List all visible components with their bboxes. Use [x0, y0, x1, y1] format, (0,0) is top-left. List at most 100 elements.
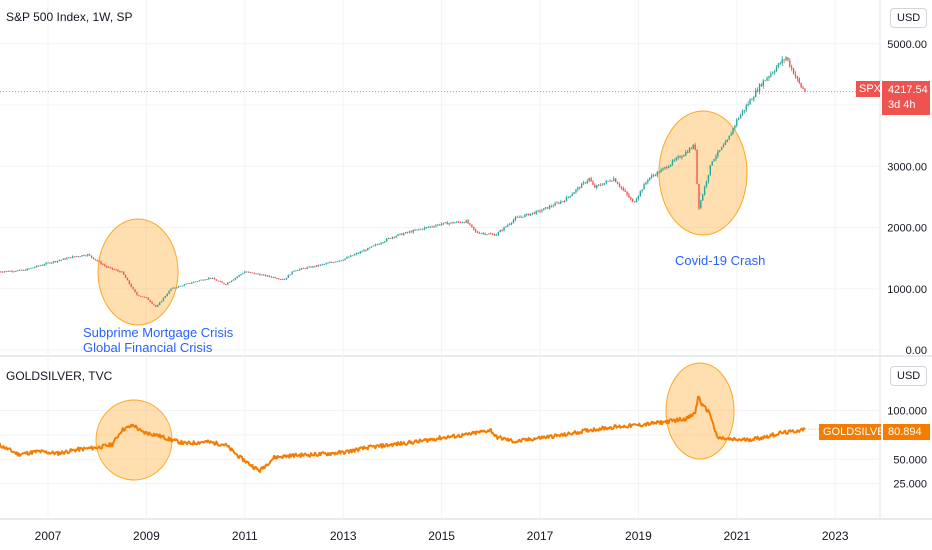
spx-candle-body — [474, 229, 477, 232]
spx-candle-body — [694, 144, 696, 150]
spx-candle-body — [346, 257, 348, 259]
spx-candle-body — [463, 222, 466, 224]
highlight-circle-gs-2020 — [665, 362, 735, 460]
spx-candle-body — [245, 271, 248, 273]
spx-candle-body — [94, 259, 97, 260]
spx-candle-body — [535, 210, 537, 214]
spx-symbol: SPX — [859, 83, 882, 95]
spx-candle-body — [259, 274, 261, 276]
spx-candle-body — [705, 181, 708, 187]
spx-candle-body — [546, 207, 549, 209]
spx-candle-body — [249, 271, 252, 273]
spx-candle-body — [493, 234, 496, 236]
spx-candle-body — [431, 226, 433, 228]
spx-candle-body — [289, 274, 291, 276]
spx-candle-body — [603, 182, 606, 185]
spx-candle-body — [28, 268, 30, 270]
spx-candle-body — [263, 274, 265, 276]
spx-candle-body — [281, 279, 284, 280]
top-pane-title: S&P 500 Index, 1W, SP — [6, 10, 133, 24]
spx-candle-body — [579, 187, 581, 189]
spx-candle-body — [762, 80, 764, 86]
spx-candle-body — [130, 283, 132, 288]
x-tick-label: 2017 — [527, 529, 554, 543]
spx-candle-body — [505, 226, 507, 228]
spx-candle-body — [601, 184, 604, 186]
goldsilver-series-line — [0, 395, 806, 473]
spx-candle-body — [213, 278, 216, 280]
spx-candle-body — [787, 57, 789, 61]
spx-candle-body — [331, 262, 333, 263]
spx-candle-body — [770, 73, 772, 77]
spx-candle-body — [24, 269, 26, 271]
spx-candle-body — [164, 296, 167, 298]
spx-candle-body — [348, 256, 350, 258]
spx-candle-body — [607, 180, 609, 182]
spx-candle-body — [3, 271, 6, 273]
spx-candle-body — [119, 271, 121, 273]
spx-candle-body — [563, 201, 566, 202]
spx-candle-body — [202, 279, 204, 281]
spx-candle-body — [287, 275, 290, 278]
spx-candle-body — [471, 224, 473, 227]
spx-candle-body — [111, 267, 114, 270]
spx-candle-body — [13, 271, 15, 273]
spx-candle-body — [516, 217, 518, 218]
spx-candle-body — [442, 222, 445, 224]
spx-candle-body — [775, 67, 778, 72]
spx-candle-body — [122, 271, 125, 275]
spx-candle-body — [11, 270, 13, 272]
spx-candle-body — [410, 231, 413, 233]
spx-candle-body — [592, 181, 594, 185]
spx-candle-body — [768, 76, 770, 78]
spx-candle-body — [804, 88, 806, 92]
spx-candle-body — [323, 263, 325, 265]
spx-candle-body — [789, 60, 791, 67]
spx-candle-body — [143, 296, 146, 298]
spx-candle-body — [544, 207, 547, 209]
spx-candle-body — [747, 103, 749, 106]
spx-candle-body — [756, 90, 759, 92]
spx-candle-body — [427, 227, 430, 228]
x-tick-label: 2013 — [330, 529, 357, 543]
spx-candle-body — [278, 278, 280, 280]
spx-candle-body — [208, 277, 210, 280]
spx-candle-body — [645, 182, 647, 185]
gs-y-tick-label: 50.000 — [893, 454, 927, 466]
spx-candle-body — [412, 230, 414, 233]
spx-candle-body — [482, 233, 484, 235]
spx-candle-body — [656, 171, 659, 176]
top-currency-button[interactable]: USD — [890, 8, 928, 28]
spx-candle-body — [1, 271, 4, 273]
spx-candle-body — [285, 277, 288, 280]
spx-candle-body — [425, 227, 428, 228]
spx-candle-body — [573, 192, 575, 195]
spx-candle-body — [613, 178, 615, 181]
spx-candle-body — [268, 275, 271, 277]
spx-candle-body — [469, 223, 471, 225]
spx-candle-body — [221, 281, 223, 283]
spx-candle-body — [626, 191, 628, 195]
spx-candle-body — [772, 72, 774, 74]
spx-candle-body — [274, 277, 276, 279]
spx-candle-body — [189, 283, 191, 284]
spx-candle-body — [465, 220, 467, 223]
spx-candle-body — [745, 105, 747, 111]
spx-candle-body — [722, 145, 725, 148]
spx-candle-body — [5, 270, 8, 272]
spx-candle-body — [497, 232, 500, 235]
highlight-circle-gs-2008 — [95, 399, 173, 481]
spx-candle-body — [223, 282, 225, 285]
bottom-currency-button[interactable]: USD — [890, 366, 928, 386]
spx-candle-body — [293, 270, 295, 272]
spx-candle-body — [452, 222, 454, 224]
spx-candle-body — [537, 210, 539, 212]
spx-candle-body — [257, 273, 259, 275]
spx-candle-body — [395, 235, 397, 238]
spx-candle-body — [353, 254, 356, 256]
spx-candle-body — [439, 224, 441, 226]
spx-candle-body — [334, 261, 337, 263]
spx-candle-body — [686, 151, 689, 153]
spx-candle-body — [690, 148, 693, 150]
spx-candle-body — [26, 268, 28, 271]
